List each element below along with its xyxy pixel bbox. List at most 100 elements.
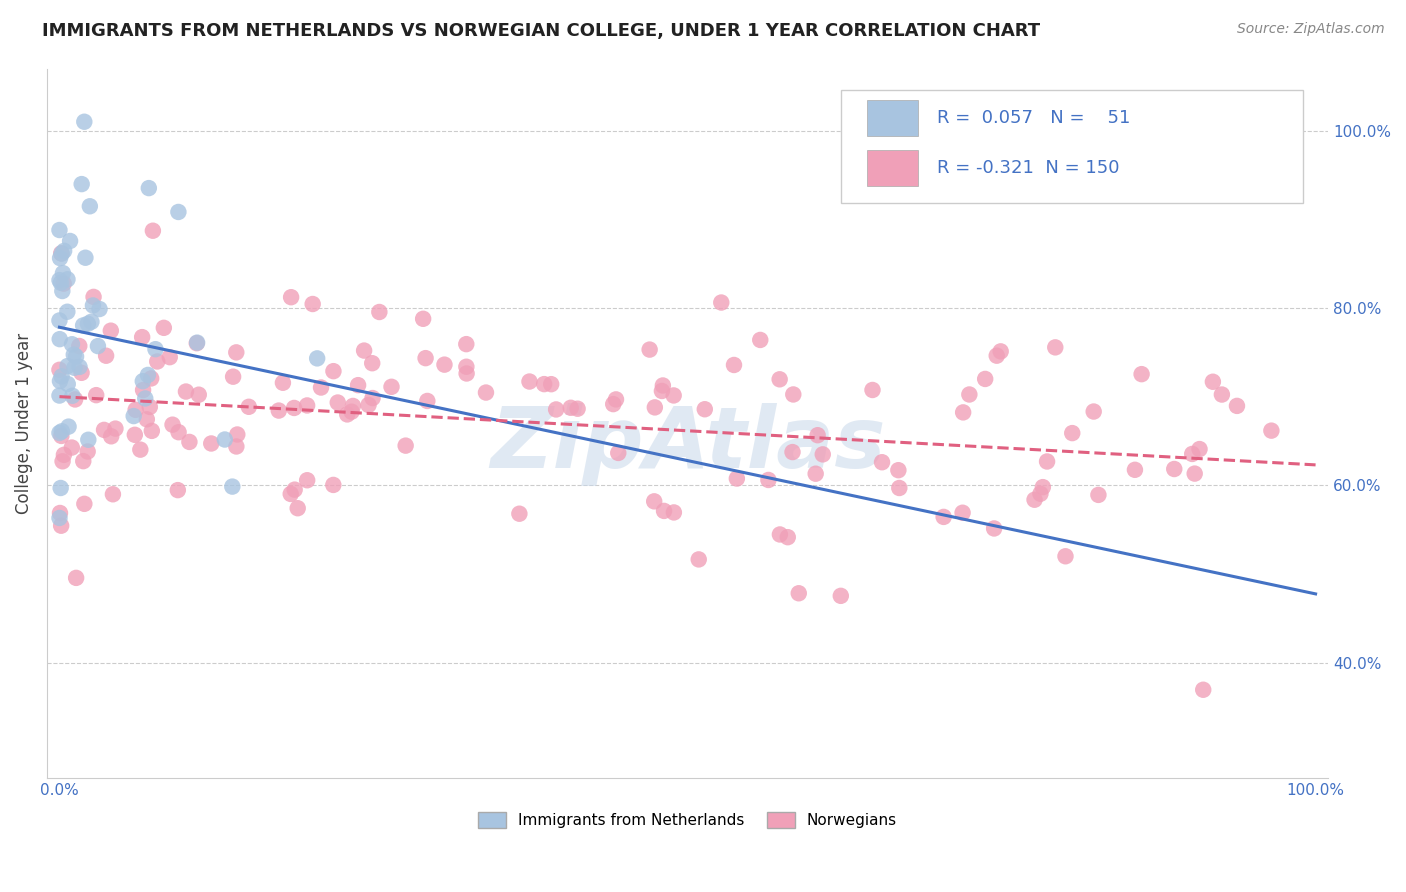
- Point: [322, 478, 344, 492]
- Point: [652, 504, 675, 518]
- Text: R = -0.321  N = 150: R = -0.321 N = 150: [938, 159, 1119, 177]
- Point: [167, 205, 190, 219]
- Point: [153, 321, 176, 335]
- Point: [1188, 442, 1211, 456]
- Point: [52, 277, 75, 291]
- Text: Source: ZipAtlas.com: Source: ZipAtlas.com: [1237, 22, 1385, 37]
- Point: [284, 483, 307, 497]
- Point: [89, 301, 111, 316]
- Point: [225, 345, 247, 359]
- Point: [456, 359, 478, 374]
- Point: [651, 384, 673, 398]
- Point: [380, 380, 402, 394]
- Text: ZipAtlas: ZipAtlas: [489, 403, 886, 486]
- Point: [93, 423, 115, 437]
- Point: [643, 494, 665, 508]
- Point: [807, 428, 830, 442]
- Point: [307, 351, 329, 366]
- Point: [1226, 399, 1249, 413]
- Point: [63, 392, 86, 407]
- Point: [146, 354, 169, 368]
- Point: [1024, 492, 1046, 507]
- Point: [51, 284, 73, 298]
- Point: [870, 455, 893, 469]
- Bar: [868, 101, 918, 136]
- Point: [301, 297, 323, 311]
- Point: [662, 388, 685, 402]
- Point: [1211, 387, 1233, 401]
- Point: [79, 199, 101, 213]
- Point: [540, 377, 562, 392]
- Point: [1181, 447, 1204, 461]
- Point: [811, 447, 834, 461]
- Point: [456, 367, 478, 381]
- Point: [602, 397, 624, 411]
- Point: [73, 497, 96, 511]
- Point: [415, 351, 437, 366]
- Point: [1123, 463, 1146, 477]
- Point: [214, 433, 236, 447]
- Point: [974, 372, 997, 386]
- Point: [433, 358, 456, 372]
- Point: [710, 295, 733, 310]
- Point: [782, 387, 804, 401]
- Point: [283, 401, 305, 415]
- Point: [63, 360, 86, 375]
- Point: [830, 589, 852, 603]
- Point: [132, 383, 155, 397]
- Point: [357, 398, 380, 412]
- Point: [56, 377, 79, 392]
- Point: [475, 385, 498, 400]
- Point: [758, 473, 780, 487]
- Point: [267, 403, 290, 417]
- Point: [693, 402, 716, 417]
- Point: [59, 234, 82, 248]
- Point: [560, 401, 582, 415]
- Point: [309, 380, 332, 394]
- Point: [723, 358, 745, 372]
- Point: [49, 374, 72, 388]
- Point: [56, 272, 79, 286]
- Point: [138, 181, 160, 195]
- Point: [76, 444, 98, 458]
- Point: [952, 405, 974, 419]
- Point: [361, 391, 384, 405]
- Point: [280, 487, 302, 501]
- Point: [1192, 682, 1215, 697]
- Point: [1202, 375, 1225, 389]
- Point: [83, 290, 105, 304]
- Point: [48, 363, 70, 377]
- Point: [990, 344, 1012, 359]
- Point: [51, 429, 73, 443]
- Point: [56, 304, 79, 318]
- Point: [124, 402, 146, 417]
- Point: [271, 376, 294, 390]
- Point: [60, 337, 83, 351]
- Point: [519, 375, 541, 389]
- Point: [651, 378, 673, 392]
- Point: [986, 349, 1008, 363]
- Point: [638, 343, 661, 357]
- Point: [60, 389, 83, 403]
- Text: R =  0.057   N =    51: R = 0.057 N = 51: [938, 109, 1130, 128]
- Point: [1045, 340, 1067, 354]
- Point: [136, 368, 159, 382]
- Point: [145, 342, 167, 356]
- Point: [51, 246, 73, 260]
- Point: [139, 400, 162, 414]
- Point: [725, 471, 748, 485]
- Point: [159, 350, 181, 364]
- Point: [179, 434, 201, 449]
- Point: [340, 405, 363, 419]
- Point: [104, 422, 127, 436]
- Point: [238, 400, 260, 414]
- Point: [51, 369, 73, 384]
- Point: [52, 454, 75, 468]
- Point: [326, 395, 349, 409]
- Point: [804, 467, 827, 481]
- Point: [957, 387, 980, 401]
- Point: [533, 377, 555, 392]
- Point: [1036, 454, 1059, 468]
- Point: [782, 445, 804, 459]
- Point: [51, 246, 73, 260]
